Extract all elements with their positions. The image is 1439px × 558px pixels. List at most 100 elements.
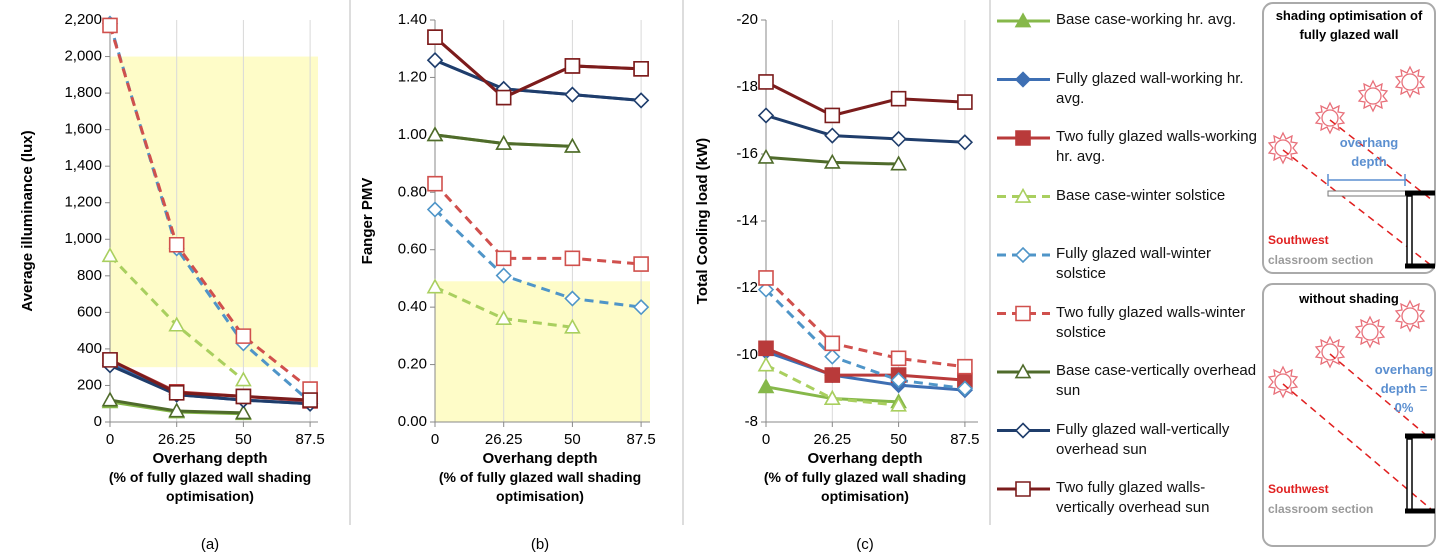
x-tick-label: 87.5 <box>626 431 655 448</box>
marker <box>634 93 648 107</box>
x-tick-label: 0 <box>762 431 770 448</box>
x-tick-label: 0 <box>431 431 439 448</box>
y-axis-label: Total Cooling load (kW) <box>694 138 711 304</box>
legend-marker <box>1016 248 1030 262</box>
y-tick-label: 0.40 <box>398 298 427 315</box>
y-tick-label: 1,800 <box>64 84 102 101</box>
series-line <box>435 184 641 264</box>
marker <box>565 88 579 102</box>
y-tick-label: 1,400 <box>64 157 102 174</box>
y-tick-label: 1.40 <box>398 11 427 28</box>
x-tick-label: 0 <box>106 431 114 448</box>
marker <box>497 269 511 283</box>
diagram-section: classroom section <box>1268 502 1373 516</box>
marker <box>892 92 906 106</box>
marker <box>759 341 773 355</box>
panel-caption: (c) <box>856 536 874 553</box>
marker <box>565 251 579 265</box>
marker <box>497 251 511 265</box>
legend-entry <box>997 365 1050 378</box>
x-axis-sublabel: (% of fully glazed wall shading optimisa… <box>415 468 665 506</box>
legend-marker <box>1016 307 1030 321</box>
x-tick-label: 26.25 <box>158 431 196 448</box>
marker <box>236 389 250 403</box>
legend-label: Two fully glazed walls-working hr. avg. <box>1056 127 1258 167</box>
marker <box>634 257 648 271</box>
marker <box>892 351 906 365</box>
legend-marker <box>1016 131 1030 145</box>
marker <box>825 129 839 143</box>
panel-caption: (a) <box>201 536 219 553</box>
diagram-section: classroom section <box>1268 253 1373 267</box>
marker <box>825 368 839 382</box>
legend-marker <box>1016 73 1030 87</box>
y-tick-label: 1,200 <box>64 194 102 211</box>
y-axis-label: Fanger PMV <box>359 178 376 265</box>
y-tick-label: 0.80 <box>398 183 427 200</box>
legend-label: Two fully glazed walls-vertically overhe… <box>1056 478 1258 518</box>
legend-marker <box>1016 424 1030 438</box>
y-tick-label: -14 <box>736 212 758 229</box>
y-tick-label: 800 <box>77 267 102 284</box>
figure: 026.255087.502004006008001,0001,2001,400… <box>0 0 1439 558</box>
marker <box>892 132 906 146</box>
legend-entry <box>997 424 1050 438</box>
marker <box>759 75 773 89</box>
series-line <box>766 115 965 142</box>
marker <box>428 30 442 44</box>
marker <box>428 53 442 67</box>
marker <box>759 108 773 122</box>
x-axis-sublabel: (% of fully glazed wall shading optimisa… <box>740 468 990 506</box>
legend-label: Fully glazed wall-working hr. avg. <box>1056 69 1258 109</box>
marker <box>958 95 972 109</box>
y-tick-label: 0 <box>94 413 102 430</box>
x-tick-label: 50 <box>235 431 252 448</box>
x-tick-label: 26.25 <box>485 431 523 448</box>
series-line <box>766 278 965 367</box>
marker <box>825 336 839 350</box>
x-axis-sublabel: (% of fully glazed wall shading optimisa… <box>85 468 335 506</box>
y-tick-label: 0.60 <box>398 241 427 258</box>
marker <box>103 18 117 32</box>
series-line <box>766 82 965 116</box>
series-line <box>435 37 641 97</box>
marker <box>170 238 184 252</box>
legend-label: Fully glazed wall-winter solstice <box>1056 244 1258 284</box>
marker <box>428 177 442 191</box>
legend-entry <box>997 14 1050 27</box>
diagram-location: Southwest <box>1268 233 1329 247</box>
marker <box>958 360 972 374</box>
x-tick-label: 50 <box>564 431 581 448</box>
marker <box>759 380 773 393</box>
legend-entry <box>997 307 1050 321</box>
diagram-overhang-label: overhang depth = 0% <box>1372 360 1436 417</box>
y-tick-label: 2,000 <box>64 48 102 65</box>
legend-label: Fully glazed wall-vertically overhead su… <box>1056 420 1258 460</box>
marker <box>303 393 317 407</box>
x-tick-label: 26.25 <box>814 431 852 448</box>
marker <box>825 108 839 122</box>
legend-marker <box>1016 482 1030 496</box>
legend-entry <box>997 73 1050 87</box>
marker <box>103 353 117 367</box>
y-tick-label: 2,200 <box>64 11 102 28</box>
y-axis-label: Average illuminance (lux) <box>19 130 36 311</box>
panel-caption: (b) <box>531 536 549 553</box>
y-tick-label: 600 <box>77 303 102 320</box>
x-axis-label: Overhang depth <box>152 450 267 467</box>
y-tick-label: 1,000 <box>64 230 102 247</box>
marker <box>236 373 250 386</box>
diagram-location: Southwest <box>1268 482 1329 496</box>
x-tick-label: 50 <box>890 431 907 448</box>
legend-entry <box>997 131 1050 145</box>
marker <box>958 135 972 149</box>
legend-entry <box>997 190 1050 203</box>
x-axis-label: Overhang depth <box>807 450 922 467</box>
y-tick-label: -20 <box>736 11 758 28</box>
diagram-overhang-label: overhang depth <box>1335 133 1403 171</box>
x-tick-label: 87.5 <box>295 431 324 448</box>
diagram-title: without shading <box>1266 289 1432 308</box>
legend-label: Base case-working hr. avg. <box>1056 10 1258 30</box>
marker <box>759 271 773 285</box>
y-tick-label: -8 <box>745 413 758 430</box>
